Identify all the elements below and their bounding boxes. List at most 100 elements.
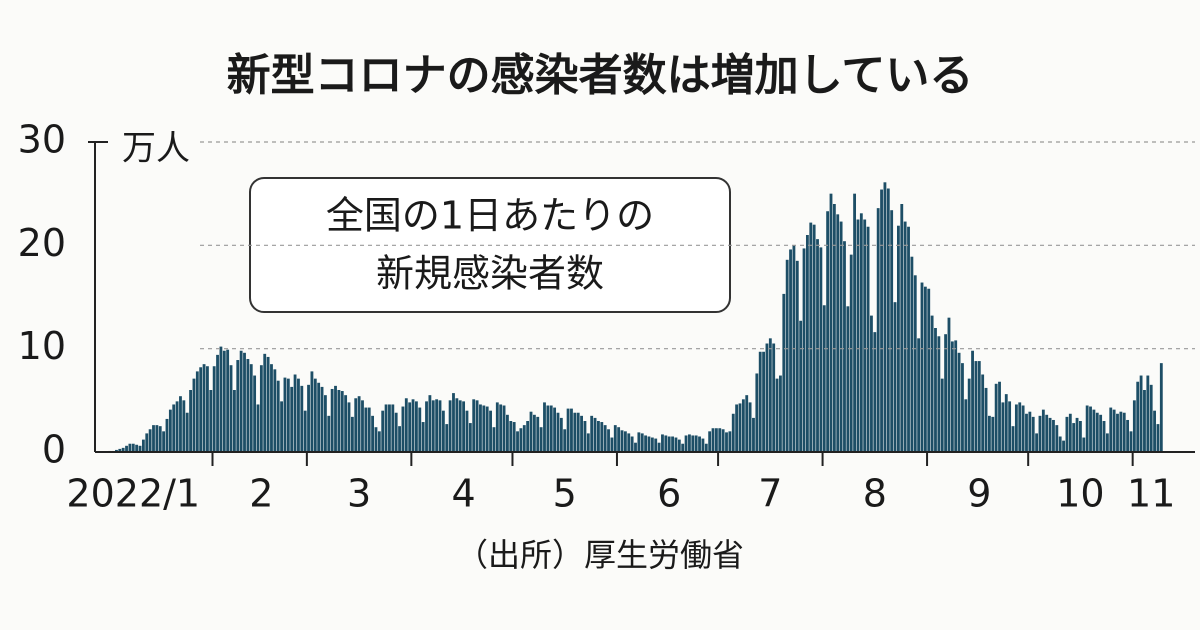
- bar: [232, 390, 236, 452]
- bar: [479, 404, 482, 452]
- bar: [313, 378, 317, 452]
- bar: [896, 225, 900, 452]
- x-tick-label: 9: [967, 472, 991, 516]
- bar: [115, 449, 118, 452]
- bar: [1156, 424, 1160, 452]
- bar: [495, 402, 499, 452]
- bar: [519, 428, 523, 452]
- bars: [108, 182, 1163, 453]
- bar: [620, 430, 624, 452]
- bar: [546, 405, 550, 452]
- bar: [509, 421, 513, 452]
- bar: [168, 409, 172, 452]
- bar: [290, 386, 294, 452]
- bar: [1112, 409, 1116, 452]
- y-unit: 万人: [122, 129, 190, 169]
- bar: [249, 364, 253, 452]
- bar: [701, 438, 705, 452]
- bar: [256, 404, 260, 452]
- bar: [816, 239, 819, 452]
- bar: [681, 443, 685, 452]
- bar: [135, 444, 139, 452]
- bar: [337, 390, 341, 452]
- bar: [920, 282, 924, 452]
- bar: [334, 385, 337, 452]
- bar: [755, 373, 759, 452]
- bar: [532, 414, 536, 452]
- bar: [175, 401, 179, 452]
- bar: [327, 415, 331, 452]
- bar: [347, 402, 351, 452]
- bar: [1089, 406, 1092, 452]
- bar: [944, 334, 948, 452]
- bar: [984, 387, 988, 452]
- bar: [947, 317, 951, 452]
- y-tick-label: 30: [18, 118, 66, 162]
- bar: [414, 401, 418, 452]
- bar: [876, 208, 880, 452]
- bar: [411, 399, 415, 452]
- bar: [246, 359, 250, 452]
- bar: [650, 437, 654, 452]
- bar: [543, 402, 546, 452]
- y-tick-label: 20: [18, 221, 66, 265]
- x-tick-label: 8: [863, 472, 887, 516]
- x-tick-label: 7: [758, 472, 782, 516]
- bar: [276, 380, 280, 452]
- bar: [718, 428, 722, 452]
- bar: [745, 395, 749, 452]
- bar: [674, 437, 678, 452]
- bar: [1129, 431, 1133, 452]
- bar: [961, 363, 964, 452]
- bar: [283, 377, 287, 452]
- bar: [239, 350, 243, 452]
- bar: [711, 428, 715, 452]
- bar: [603, 425, 607, 452]
- bar: [300, 385, 304, 452]
- bar: [209, 390, 213, 452]
- bar: [714, 428, 718, 452]
- bar: [971, 350, 974, 452]
- bar: [1062, 440, 1065, 452]
- bar: [677, 439, 681, 452]
- bar: [526, 421, 530, 452]
- bar: [354, 398, 358, 452]
- x-tick-label: 5: [553, 472, 577, 516]
- bar: [998, 381, 1001, 452]
- bar: [1058, 436, 1062, 452]
- chart-title: 新型コロナの感染者数は増加している: [227, 50, 974, 101]
- bar: [441, 410, 445, 452]
- bar: [145, 433, 149, 452]
- y-tick-label: 0: [42, 428, 66, 472]
- bar: [1041, 409, 1045, 452]
- bar: [684, 435, 688, 452]
- bar: [506, 414, 509, 452]
- bar: [1085, 405, 1089, 452]
- bar: [1079, 421, 1082, 452]
- bar: [600, 422, 604, 452]
- bar: [661, 434, 664, 452]
- bar: [286, 378, 290, 452]
- bar: [1153, 410, 1156, 452]
- bar: [1001, 402, 1005, 452]
- bar: [155, 425, 159, 452]
- bar: [981, 374, 985, 452]
- bar: [1092, 409, 1096, 452]
- bar: [398, 426, 401, 452]
- bar: [1021, 405, 1025, 452]
- bar: [886, 188, 890, 452]
- bar: [118, 448, 122, 452]
- x-tick-label: 2: [249, 472, 273, 516]
- bar: [812, 224, 816, 452]
- bar: [688, 434, 691, 452]
- bar: [472, 399, 476, 452]
- bar: [172, 404, 176, 452]
- bar: [698, 436, 701, 452]
- bar: [590, 415, 594, 452]
- x-tick-label: 4: [452, 472, 476, 516]
- bar: [448, 400, 452, 452]
- bar: [539, 427, 543, 452]
- bar: [765, 343, 769, 452]
- bar: [138, 445, 142, 452]
- annotation-line: 新規感染者数: [376, 252, 604, 296]
